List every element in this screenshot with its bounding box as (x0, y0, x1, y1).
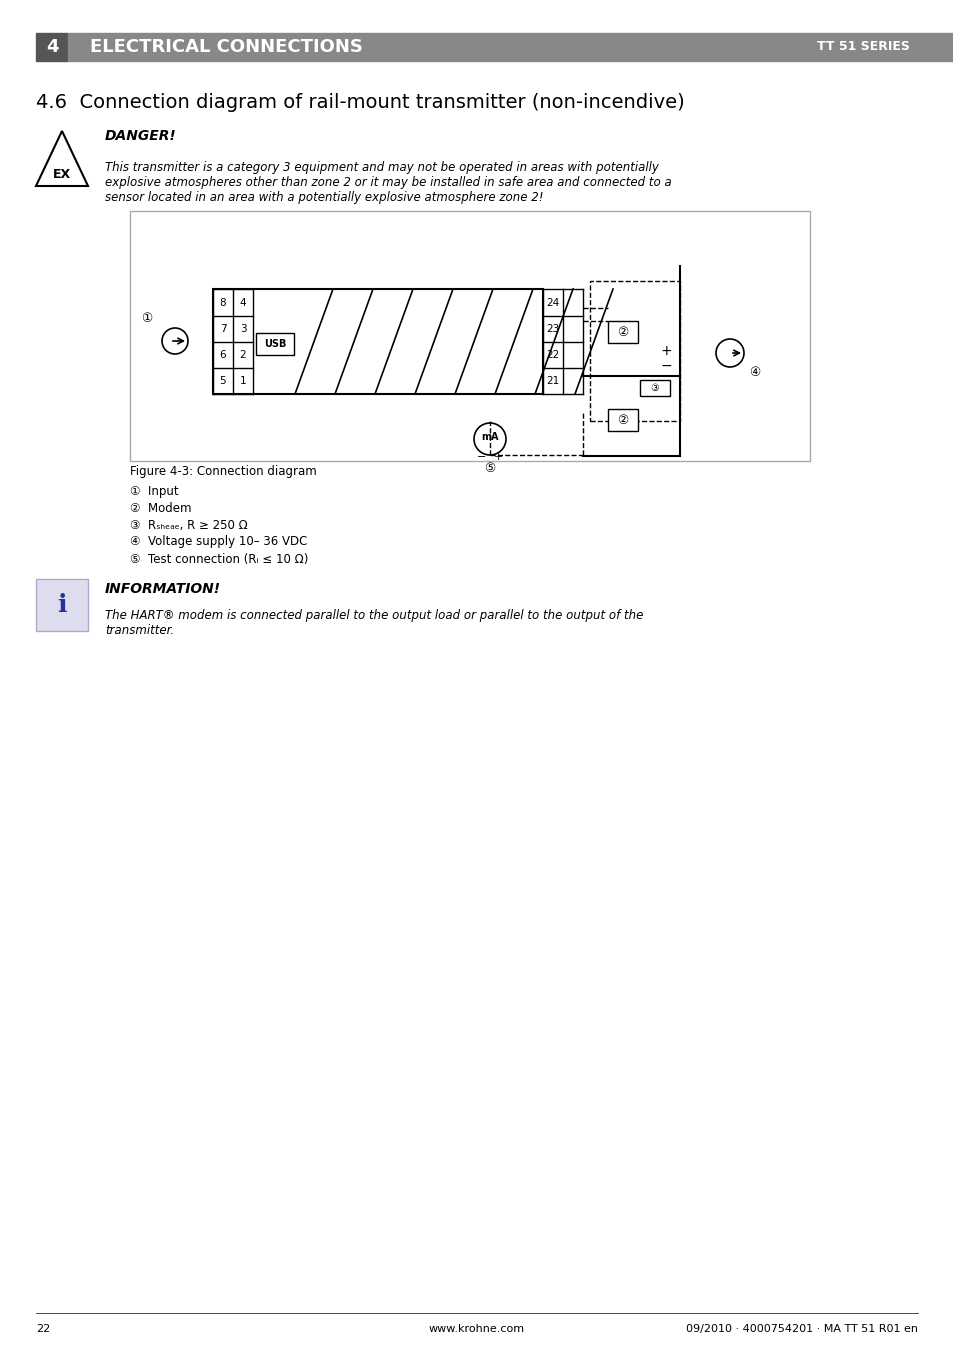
Text: ELECTRICAL CONNECTIONS: ELECTRICAL CONNECTIONS (90, 38, 362, 55)
Text: The HART® modem is connected parallel to the output load or parallel to the outp: The HART® modem is connected parallel to… (105, 609, 642, 638)
Text: ⑤: ⑤ (484, 462, 496, 476)
Text: 1: 1 (239, 376, 246, 386)
Text: 09/2010 · 4000754201 · MA TT 51 R01 en: 09/2010 · 4000754201 · MA TT 51 R01 en (685, 1324, 917, 1333)
Text: −: − (476, 453, 486, 462)
Text: EX: EX (52, 168, 71, 181)
Text: ⑤  Test connection (Rᵢ ≤ 10 Ω): ⑤ Test connection (Rᵢ ≤ 10 Ω) (130, 553, 308, 566)
Text: 22: 22 (546, 350, 559, 359)
Text: This transmitter is a category 3 equipment and may not be operated in areas with: This transmitter is a category 3 equipme… (105, 161, 671, 204)
Bar (36, 32, 68, 61)
Text: ②: ② (617, 413, 628, 427)
Bar (607, 322, 638, 343)
Text: ③  Rₛₕₑₐₑ, R ≥ 250 Ω: ③ Rₛₕₑₐₑ, R ≥ 250 Ω (130, 519, 248, 531)
Text: ④: ④ (749, 366, 760, 380)
Text: Figure 4-3: Connection diagram: Figure 4-3: Connection diagram (130, 465, 316, 477)
Text: −: − (659, 359, 671, 373)
Text: www.krohne.com: www.krohne.com (429, 1324, 524, 1333)
Bar (68, 32, 953, 61)
Text: ②: ② (617, 326, 628, 339)
Text: DANGER!: DANGER! (105, 128, 176, 143)
Text: ①  Input: ① Input (130, 485, 178, 497)
Text: +: + (493, 453, 502, 462)
Bar (639, 380, 669, 396)
Bar (213, 289, 542, 394)
Text: 4: 4 (239, 297, 246, 308)
Bar (255, 332, 294, 355)
Text: INFORMATION!: INFORMATION! (105, 582, 221, 596)
Bar (36, 580, 88, 631)
Text: TT 51 SERIES: TT 51 SERIES (817, 41, 909, 54)
Text: 8: 8 (219, 297, 226, 308)
Text: ③: ③ (650, 382, 659, 393)
Text: USB: USB (264, 339, 286, 349)
Bar (130, 211, 809, 461)
Text: 24: 24 (546, 297, 559, 308)
Text: 5: 5 (219, 376, 226, 386)
Text: 3: 3 (239, 324, 246, 334)
Bar (607, 409, 638, 431)
Text: 6: 6 (219, 350, 226, 359)
Text: 23: 23 (546, 324, 559, 334)
Text: 4: 4 (46, 38, 58, 55)
Text: 21: 21 (546, 376, 559, 386)
Text: 7: 7 (219, 324, 226, 334)
Bar (589, 281, 679, 422)
Text: 2: 2 (239, 350, 246, 359)
Text: ①: ① (141, 312, 152, 326)
Text: i: i (57, 593, 67, 617)
Text: ④  Voltage supply 10– 36 VDC: ④ Voltage supply 10– 36 VDC (130, 535, 307, 549)
Text: 4.6  Connection diagram of rail-mount transmitter (non-incendive): 4.6 Connection diagram of rail-mount tra… (36, 93, 684, 112)
Text: 22: 22 (36, 1324, 51, 1333)
Text: +: + (659, 345, 671, 358)
Text: mA: mA (480, 432, 498, 442)
Text: ②  Modem: ② Modem (130, 501, 192, 515)
